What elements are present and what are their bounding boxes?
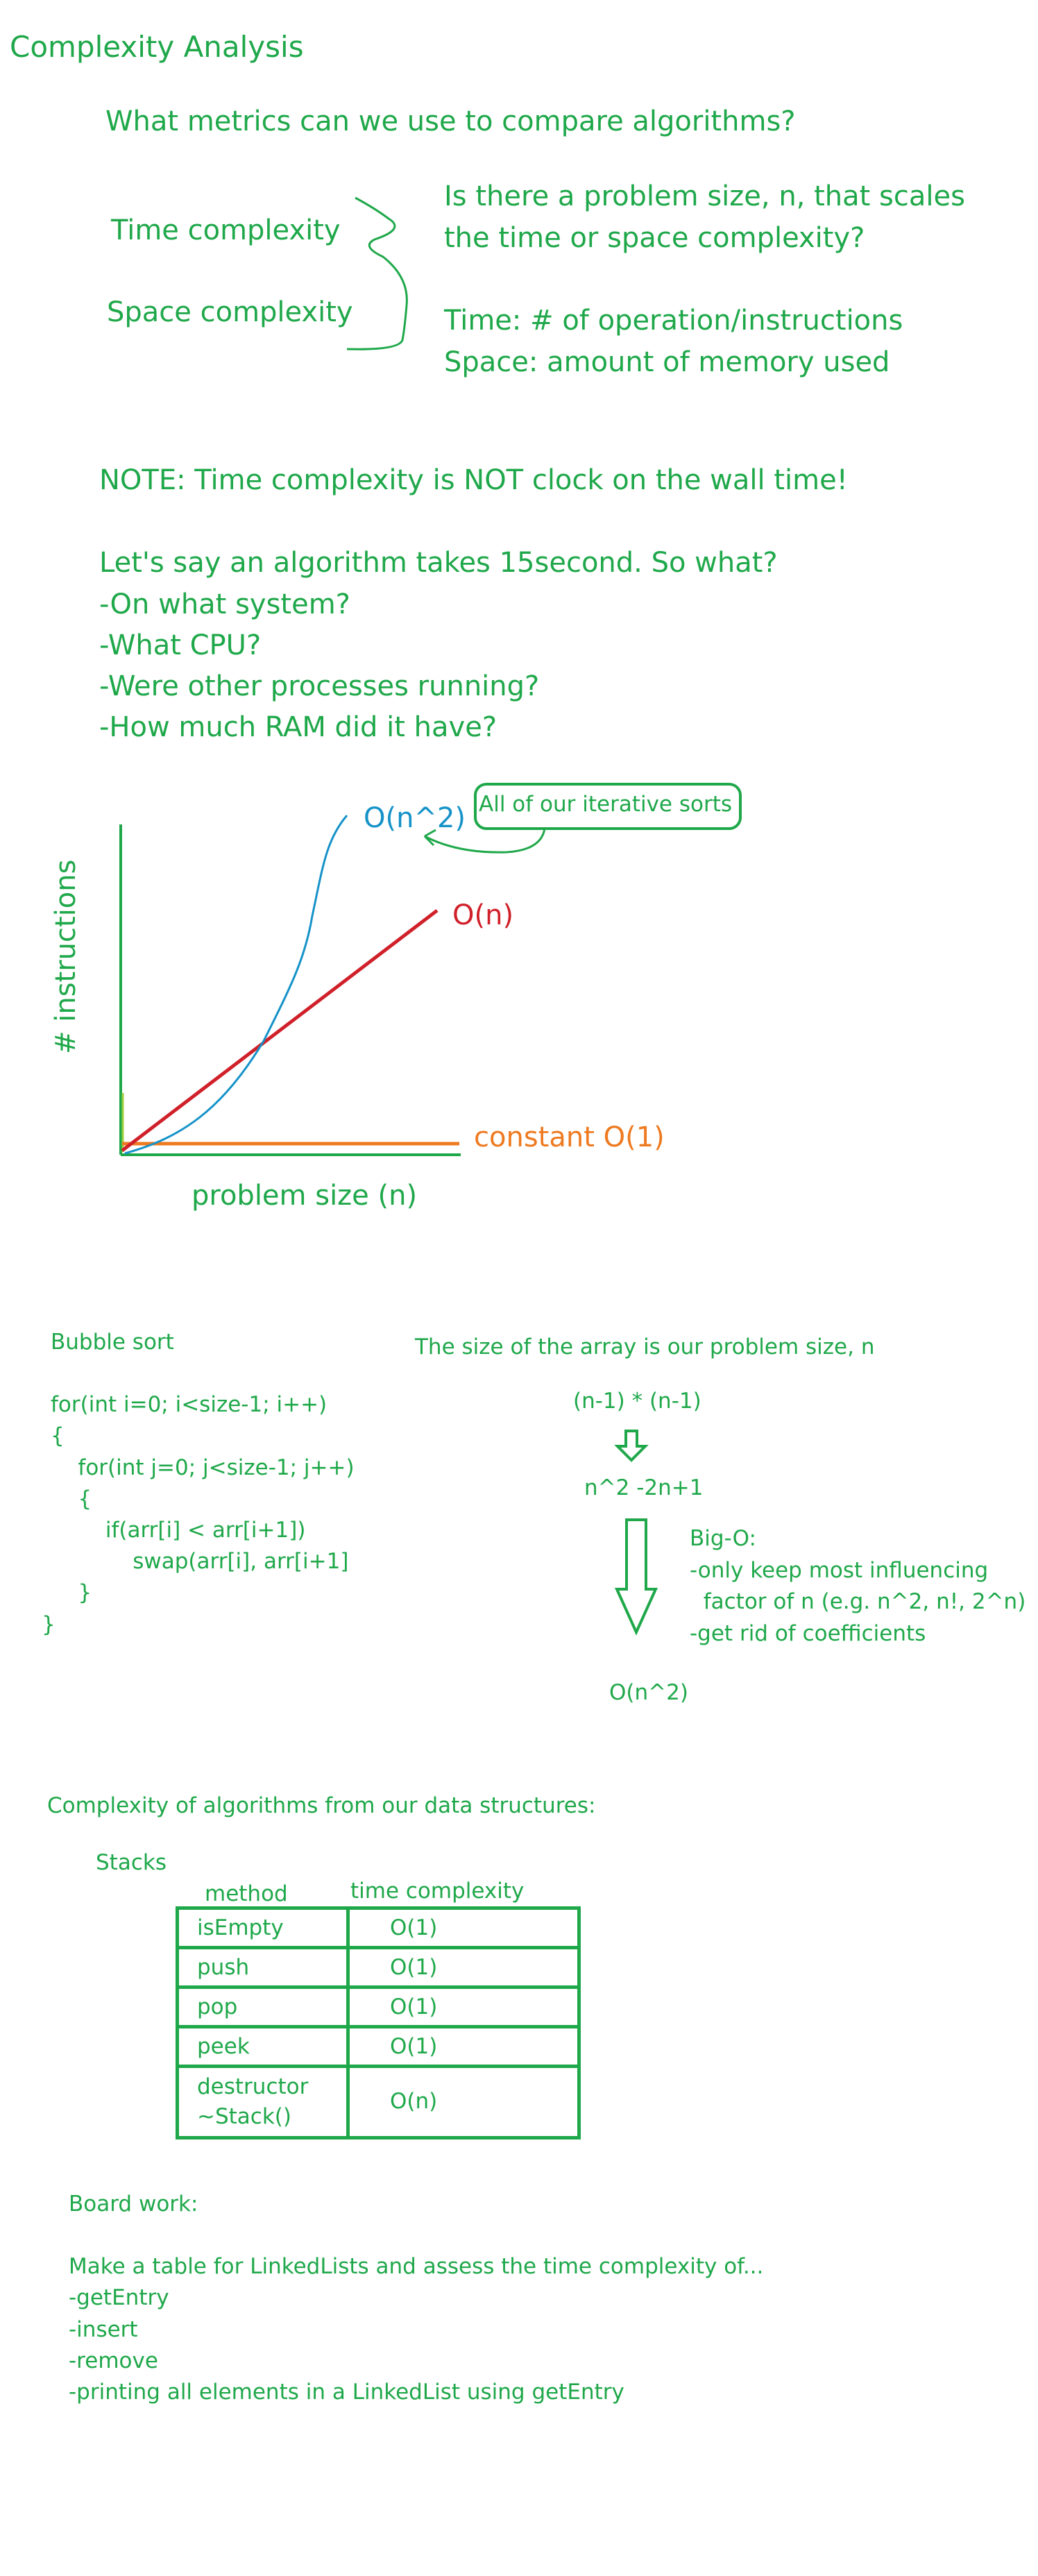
table-row: isEmpty O(1) [176, 1906, 581, 1949]
expanded-expression: n^2 -2n+1 [584, 1475, 704, 1500]
problem-size-question-1: Is there a problem size, n, that scales [444, 180, 965, 212]
table-row: push O(1) [176, 1946, 581, 1989]
example-line-1: Let's say an algorithm takes 15second. S… [99, 547, 778, 579]
complexity-cell: O(1) [346, 2025, 581, 2068]
complexity-cell: O(1) [346, 1946, 581, 1989]
time-complexity-label: Time complexity [111, 214, 341, 246]
series-linear-label: O(n) [452, 899, 514, 931]
note: NOTE: Time complexity is NOT clock on th… [99, 464, 848, 496]
bigo-line: -get rid of coefficients [690, 1621, 926, 1646]
table-row: pop O(1) [176, 1985, 581, 2028]
code-line: for(int j=0; j<size-1; j++) [51, 1455, 355, 1480]
code-line: } [51, 1580, 92, 1605]
method-cell: destructor ~Stack() [176, 2065, 350, 2139]
method-cell: push [176, 1946, 350, 1989]
board-work-line: -printing all elements in a LinkedList u… [69, 2380, 624, 2405]
stacks-title: Stacks [96, 1850, 167, 1875]
space-complexity-label: Space complexity [107, 296, 353, 328]
example-line-3: -What CPU? [99, 629, 262, 661]
code-line: swap(arr[i], arr[i+1] [51, 1549, 349, 1574]
chart-annotation: All of our iterative sorts [479, 792, 733, 817]
code-line: for(int i=0; i<size-1; i++) [51, 1392, 327, 1417]
board-work-line: -getEntry [69, 2285, 169, 2310]
method-cell: pop [176, 1985, 350, 2028]
bigo-line: factor of n (e.g. n^2, n!, 2^n) [690, 1589, 1026, 1614]
board-work-line: Make a table for LinkedLists and assess … [69, 2254, 764, 2279]
bigo-line: -only keep most influencing [690, 1558, 989, 1583]
bigo-line: Big-O: [690, 1526, 756, 1551]
space-definition: Space: amount of memory used [444, 346, 890, 378]
stacks-table: isEmpty O(1) push O(1) pop O(1) peek O(1… [176, 1906, 581, 2139]
code-line: { [51, 1486, 92, 1511]
bubble-sort-title: Bubble sort [51, 1330, 174, 1355]
y-axis-label: # instructions [50, 859, 82, 1054]
code-line: if(arr[i] < arr[i+1]) [51, 1518, 306, 1543]
board-work-line: -remove [69, 2348, 158, 2373]
series-quadratic-label: O(n^2) [364, 802, 466, 834]
series-quadratic-curve [124, 815, 348, 1155]
x-axis-label: problem size (n) [192, 1180, 418, 1212]
page-title: Complexity Analysis [10, 30, 304, 64]
series-constant-label: constant O(1) [474, 1121, 665, 1153]
data-structures-title: Complexity of algorithms from our data s… [47, 1793, 596, 1818]
series-linear-line [121, 909, 439, 1152]
product-expression: (n-1) * (n-1) [573, 1389, 701, 1414]
method-cell: isEmpty [176, 1906, 350, 1949]
table-row: destructor ~Stack() O(n) [176, 2065, 581, 2139]
complexity-cell: O(1) [346, 1906, 581, 1949]
complexity-cell: O(n) [346, 2065, 581, 2139]
code-line: } [42, 1612, 56, 1637]
example-line-5: -How much RAM did it have? [99, 711, 497, 743]
example-line-4: -Were other processes running? [99, 670, 540, 702]
example-line-2: -On what system? [99, 588, 350, 620]
board-work-title: Board work: [69, 2192, 198, 2217]
bigo-result: O(n^2) [609, 1680, 688, 1705]
annotation-box [474, 783, 742, 830]
method-cell: peek [176, 2025, 350, 2068]
code-line: { [51, 1423, 65, 1448]
complexity-cell: O(1) [346, 1985, 581, 2028]
stacks-header-method: method [205, 1881, 288, 1906]
stacks-header-complexity: time complexity [350, 1879, 525, 1904]
time-definition: Time: # of operation/instructions [444, 305, 903, 337]
problem-size-question-2: the time or space complexity? [444, 222, 865, 254]
question: What metrics can we use to compare algor… [105, 105, 796, 137]
board-work-line: -insert [69, 2317, 138, 2342]
table-row: peek O(1) [176, 2025, 581, 2068]
problem-size-note: The size of the array is our problem siz… [415, 1334, 875, 1359]
